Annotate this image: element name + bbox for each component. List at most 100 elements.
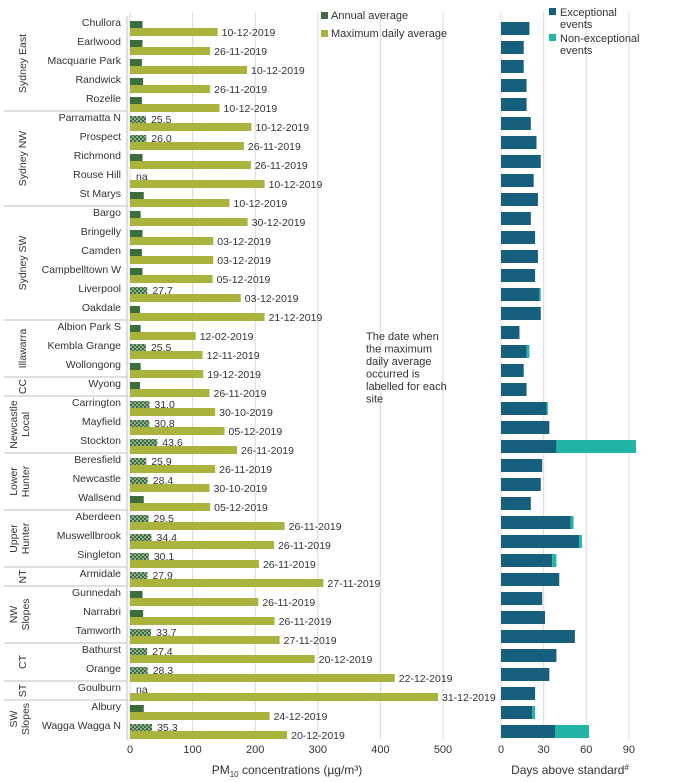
site-21-date-label: 05-12-2019	[229, 426, 283, 438]
site-19-exceptional-bar	[501, 383, 527, 396]
site-12-name: Camden	[81, 245, 121, 257]
site-30-annual-bar	[130, 591, 143, 598]
legend-nonexceptional-label-0: Non-exceptional	[560, 33, 640, 45]
site-37-name: Wagga Wagga N	[42, 720, 121, 732]
site-36-nonexceptional-bar	[532, 706, 536, 719]
site-22-annual-bar	[130, 439, 158, 446]
site-16-max-bar	[130, 332, 196, 340]
site-20-name: Carrington	[72, 397, 121, 409]
site-34-name: Orange	[86, 663, 121, 675]
site-4-date-label: 10-12-2019	[224, 103, 278, 115]
site-33-date-label: 20-12-2019	[319, 654, 373, 666]
site-16-date-label: 12-02-2019	[200, 331, 254, 343]
site-19-annual-bar	[130, 382, 141, 389]
site-19-date-label: 26-11-2019	[214, 388, 267, 400]
site-22-annual-label: 43.6	[162, 437, 183, 449]
site-6-annual-bar	[130, 135, 147, 142]
bars-layer	[130, 21, 636, 739]
site-37-annual-label: 35.3	[157, 722, 178, 734]
site-3-max-bar	[130, 85, 211, 93]
site-26-max-bar	[130, 522, 285, 530]
site-28-exceptional-bar	[501, 554, 553, 567]
site-11-exceptional-bar	[501, 231, 536, 244]
site-3-annual-bar	[130, 78, 144, 85]
days-xtick-0: 0	[498, 744, 504, 756]
site-35-name: Goulburn	[78, 682, 121, 694]
site-26-annual-label: 29.5	[153, 513, 174, 525]
site-23-annual-label: 25.9	[151, 456, 172, 468]
site-28-name: Singleton	[77, 549, 121, 561]
site-29-annual-bar	[130, 572, 148, 579]
site-21-name: Mayfield	[82, 416, 121, 428]
legend-nonexceptional-label-1: events	[560, 45, 593, 57]
site-35-date-label: 31-12-2019	[442, 692, 496, 704]
annotation-line-3: occurred is	[366, 369, 420, 381]
days-axis-label: Days above standard#	[511, 763, 629, 777]
annotation-line-1: the maximum	[366, 344, 432, 356]
site-3-name: Randwick	[75, 74, 121, 86]
site-22-max-bar	[130, 446, 238, 454]
site-32-max-bar	[130, 636, 280, 644]
site-15-exceptional-bar	[501, 307, 541, 320]
site-5-annual-bar	[130, 116, 146, 123]
site-13-name: Campbelltown W	[42, 264, 121, 276]
site-32-name: Tamworth	[75, 625, 121, 637]
site-0-date-label: 10-12-2019	[222, 27, 276, 39]
site-22-nonexceptional-bar	[556, 440, 636, 453]
site-20-nonexceptional-bar	[546, 402, 548, 415]
region-6: Lower Hunter	[8, 465, 32, 497]
site-14-exceptional-bar	[501, 288, 540, 301]
site-21-annual-label: 30.8	[154, 418, 175, 430]
site-2-date-label: 10-12-2019	[251, 65, 305, 77]
site-17-annual-label: 25.5	[151, 342, 172, 354]
site-0-exceptional-bar	[501, 22, 530, 35]
site-18-annual-bar	[130, 363, 141, 370]
site-28-date-label: 26-11-2019	[263, 559, 316, 571]
x-axis-label: PM10 concentrations (µg/m³)	[212, 763, 363, 779]
site-36-max-bar	[130, 712, 270, 720]
region-10: CT	[17, 654, 29, 669]
region-5-line-0: Newcastle	[8, 400, 20, 449]
site-32-date-label: 27-11-2019	[284, 635, 337, 647]
region-11: ST	[17, 683, 29, 697]
region-3: Illawarra	[17, 329, 29, 369]
xtick-2: 200	[246, 744, 264, 756]
site-33-max-bar	[130, 655, 315, 663]
site-5-annual-label: 25.5	[151, 114, 172, 126]
legend-max-swatch	[321, 30, 328, 37]
site-37-annual-bar	[130, 724, 153, 731]
site-11-annual-bar	[130, 230, 143, 237]
site-10-date-label: 30-12-2019	[252, 217, 306, 229]
site-20-max-bar	[130, 408, 216, 416]
site-31-date-label: 26-11-2019	[279, 616, 332, 628]
site-34-max-bar	[130, 674, 395, 682]
site-29-date-label: 27-11-2019	[327, 578, 380, 590]
site-13-annual-bar	[130, 268, 143, 275]
site-17-name: Kembla Grange	[47, 340, 121, 352]
site-12-date-label: 03-12-2019	[217, 255, 271, 267]
site-24-name: Newcastle	[73, 473, 122, 485]
region-7-line-0: Upper	[8, 524, 20, 553]
site-30-name: Gunnedah	[72, 587, 121, 599]
site-2-annual-bar	[130, 59, 142, 66]
region-12-line-0: SW	[8, 710, 20, 727]
site-27-max-bar	[130, 541, 274, 549]
region-4: CC	[17, 379, 29, 395]
site-14-annual-bar	[130, 287, 148, 294]
region-6-line-0: Lower	[8, 467, 20, 496]
site-24-annual-bar	[130, 477, 148, 484]
site-25-annual-bar	[130, 496, 144, 503]
xtick-4: 400	[371, 744, 389, 756]
region-8-line-0: NT	[17, 569, 29, 584]
legend-layer: Annual average Maximum daily average Excep…	[321, 7, 640, 57]
region-6-line-1: Hunter	[20, 465, 32, 497]
site-7-max-bar	[130, 161, 251, 169]
site-21-exceptional-bar	[501, 421, 550, 434]
site-28-max-bar	[130, 560, 259, 568]
site-26-name: Aberdeen	[75, 511, 121, 523]
site-27-name: Muswellbrook	[57, 530, 122, 542]
region-11-line-0: ST	[17, 683, 29, 697]
site-9-name: St Marys	[80, 188, 121, 200]
region-9-line-1: Slopes	[20, 598, 32, 630]
